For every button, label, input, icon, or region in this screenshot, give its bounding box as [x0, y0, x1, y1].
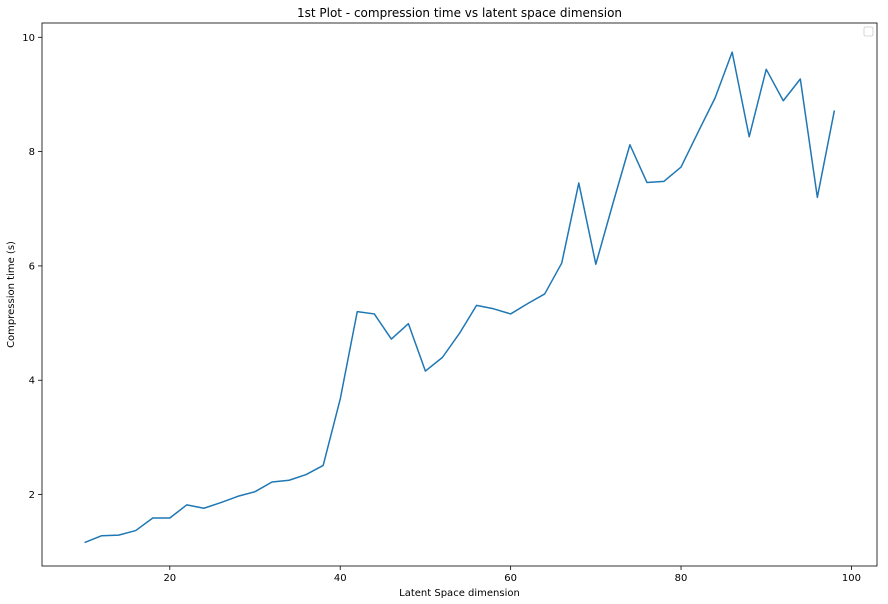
x-tick-label: 40 [334, 573, 347, 584]
x-tick-label: 60 [504, 573, 517, 584]
x-tick-label: 20 [163, 573, 176, 584]
x-axis-label: Latent Space dimension [399, 588, 520, 599]
x-tick-label: 100 [842, 573, 861, 584]
y-tick-label: 6 [29, 261, 35, 272]
y-tick-label: 4 [29, 376, 35, 387]
plot-frame [41, 22, 878, 567]
data-points [84, 52, 835, 543]
y-axis: 2 4 6 8 10 [22, 33, 42, 501]
y-tick-label: 8 [29, 147, 35, 158]
chart-title: 1st Plot - compression time vs latent sp… [297, 6, 622, 20]
x-tick-label: 80 [675, 573, 688, 584]
y-tick-label: 10 [22, 33, 35, 44]
y-tick-label: 2 [29, 490, 35, 501]
legend-box [863, 26, 874, 37]
series-line [84, 51, 836, 544]
x-axis: 20 40 60 80 100 [163, 566, 861, 584]
y-axis-label: Compression time (s) [6, 241, 17, 348]
